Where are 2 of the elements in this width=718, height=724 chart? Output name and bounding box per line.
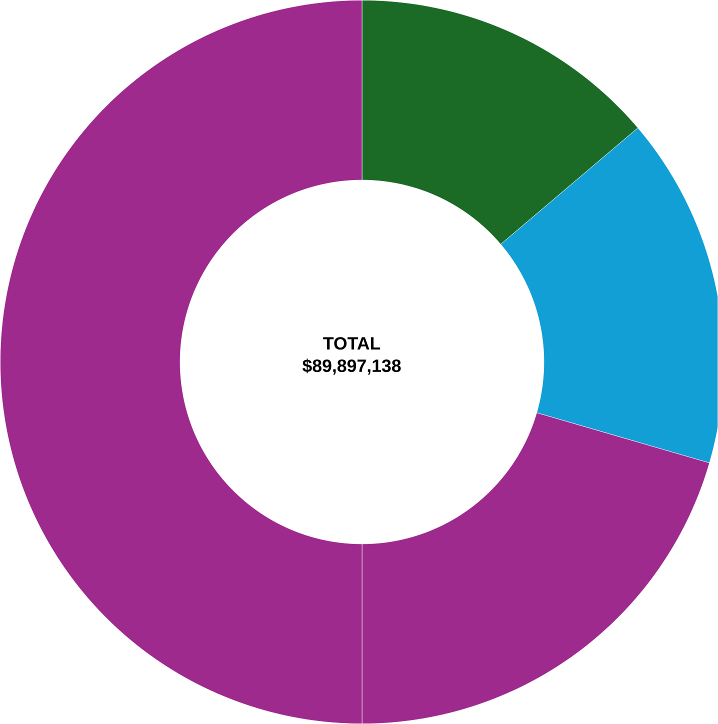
text: TOTAL [323,337,380,350]
text: $89,897,138 [302,358,401,375]
